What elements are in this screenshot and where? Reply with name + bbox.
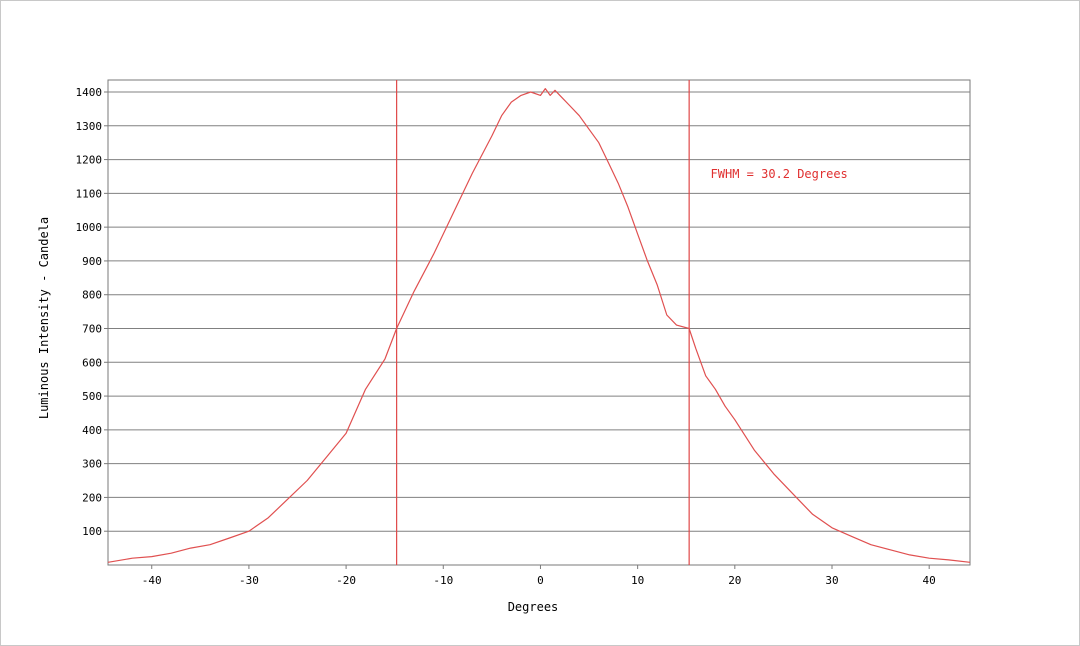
y-tick-label: 1400 (76, 86, 103, 99)
x-tick-label: -30 (239, 574, 259, 587)
y-tick-label: 1100 (76, 187, 103, 200)
y-tick-label: 500 (82, 390, 102, 403)
y-tick-label: 800 (82, 289, 102, 302)
x-tick-label: 0 (537, 574, 544, 587)
x-tick-label: -20 (336, 574, 356, 587)
x-axis-title: Degrees (508, 600, 559, 614)
y-axis-title: Luminous Intensity - Candela (37, 217, 51, 419)
y-tick-label: 1200 (76, 154, 103, 167)
y-tick-label: 100 (82, 525, 102, 538)
x-tick-label: 20 (728, 574, 741, 587)
x-tick-label: -10 (433, 574, 453, 587)
x-tick-label: 40 (923, 574, 936, 587)
x-tick-label: 10 (631, 574, 644, 587)
plot-area (107, 79, 971, 566)
y-tick-label: 400 (82, 424, 102, 437)
y-tick-label: 600 (82, 356, 102, 369)
y-tick-label: 900 (82, 255, 102, 268)
y-tick-label: 700 (82, 323, 102, 336)
fwhm-annotation: FWHM = 30.2 Degrees (711, 167, 848, 181)
x-axis-ticks: -40 -30 -20 -10 0 10 20 30 40 (142, 565, 936, 587)
series-layer (107, 87, 971, 563)
y-tick-label: 300 (82, 458, 102, 471)
gridlines (108, 91, 970, 532)
x-tick-label: 30 (825, 574, 838, 587)
fwhm-markers (396, 80, 690, 565)
y-axis-ticks: 100 200 300 400 500 600 700 800 900 1000 1100 1200 1… (76, 86, 108, 538)
intensity-curve (107, 87, 971, 563)
x-tick-label: -40 (142, 574, 162, 587)
y-tick-label: 1000 (76, 221, 103, 234)
y-tick-label: 200 (82, 491, 102, 504)
y-tick-label: 1300 (76, 120, 103, 133)
